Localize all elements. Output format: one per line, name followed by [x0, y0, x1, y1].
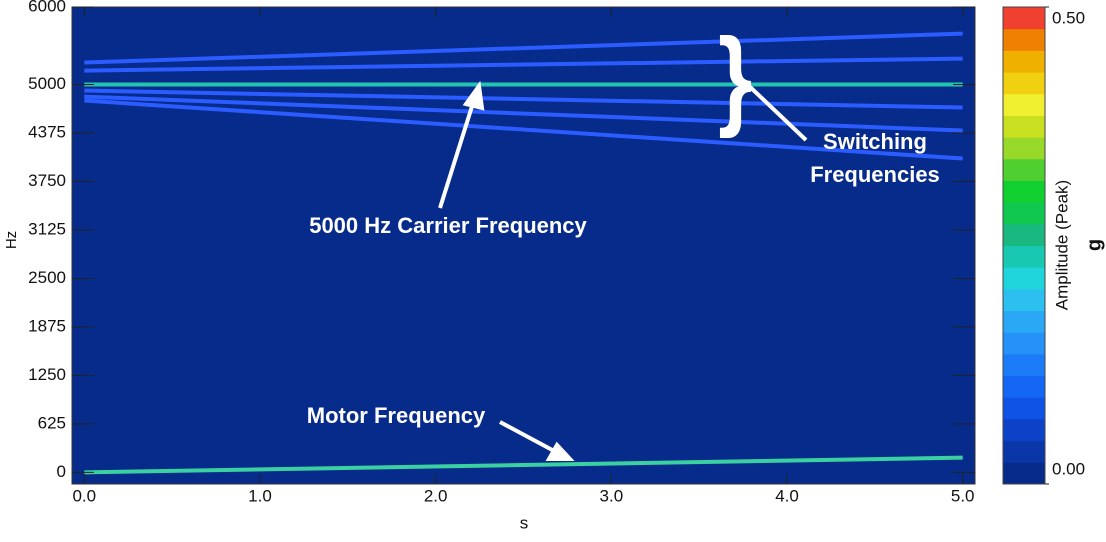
x-tick-label: 3.0 — [600, 486, 624, 505]
arrow-head — [545, 441, 575, 461]
colorbar-band — [1003, 72, 1045, 95]
colorbar-band — [1003, 202, 1045, 225]
colorbar-band — [1003, 440, 1045, 463]
colorbar-band — [1003, 353, 1045, 377]
x-tick-label: 0.0 — [72, 486, 96, 505]
arrow — [746, 83, 808, 142]
colorbar-band — [1003, 288, 1045, 312]
spectral-line — [84, 98, 963, 161]
colorbar-unit: g — [1083, 239, 1105, 251]
colorbar-band — [1003, 462, 1045, 485]
colorbar-tick-label: 0.00 — [1052, 459, 1085, 478]
brace: } — [718, 17, 752, 140]
y-tick-label: 2500 — [28, 268, 66, 287]
spectral-line — [84, 455, 963, 475]
y-tick-label: 1250 — [28, 365, 66, 384]
colorbar-label: Amplitude (Peak) — [1052, 180, 1071, 310]
colorbar-band — [1003, 267, 1045, 290]
y-tick-label: 0 — [57, 462, 66, 481]
colorbar-band — [1003, 50, 1045, 73]
colorbar-band — [1003, 310, 1045, 333]
x-axis-label: s — [520, 513, 529, 532]
x-tick-label: 1.0 — [248, 486, 272, 505]
arrow — [438, 99, 476, 209]
spectral-line — [84, 56, 963, 73]
y-tick-label: 6000 — [28, 0, 66, 15]
colorbar-band — [1003, 180, 1045, 203]
plot-area — [72, 7, 975, 484]
spectral-line — [84, 31, 963, 65]
x-tick-label: 5.0 — [951, 486, 975, 505]
annotation: Switching — [823, 129, 927, 154]
y-tick-label: 3125 — [28, 219, 66, 238]
colorbar-band — [1003, 28, 1045, 51]
colorbar-band — [1003, 332, 1045, 355]
colorbar-band — [1003, 115, 1045, 138]
annotation: Frequencies — [810, 162, 940, 187]
colorbar-band — [1003, 397, 1045, 420]
x-tick-label: 2.0 — [424, 486, 448, 505]
y-axis-label: Hz — [3, 231, 20, 249]
colorbar-band — [1003, 223, 1045, 246]
arrow-head — [462, 80, 485, 111]
annotation: Motor Frequency — [307, 403, 486, 428]
spectral-line — [84, 94, 963, 133]
colorbar-frame — [1002, 6, 1046, 485]
colorbar-band — [1003, 137, 1045, 160]
colorbar-band — [1003, 245, 1045, 268]
arrow — [499, 420, 557, 454]
colorbar-band — [1003, 93, 1045, 116]
y-tick-label: 5000 — [28, 74, 66, 93]
colorbar-band — [1003, 418, 1045, 442]
y-tick-label: 1875 — [28, 316, 66, 335]
colorbar-band — [1003, 7, 1045, 30]
y-tick-label: 4375 — [28, 123, 66, 142]
colorbar-band — [1003, 375, 1045, 398]
spectral-line — [84, 88, 963, 110]
x-tick-label: 4.0 — [775, 486, 799, 505]
y-tick-label: 3750 — [28, 171, 66, 190]
annotation: 5000 Hz Carrier Frequency — [309, 213, 587, 238]
plot-frame — [71, 6, 976, 485]
colorbar-band — [1003, 158, 1045, 181]
y-tick-label: 625 — [38, 413, 66, 432]
colorbar-tick-label: 0.50 — [1052, 8, 1085, 27]
arrows — [438, 80, 808, 461]
